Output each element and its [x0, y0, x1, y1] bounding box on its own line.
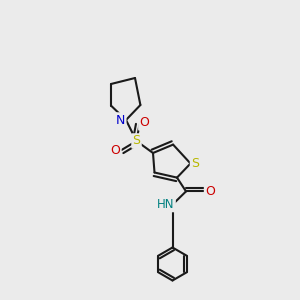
- Text: O: O: [205, 185, 215, 198]
- Text: O: O: [140, 116, 149, 130]
- Text: S: S: [191, 157, 199, 170]
- Text: HN: HN: [157, 198, 175, 211]
- Text: S: S: [133, 134, 140, 148]
- Text: N: N: [116, 113, 125, 127]
- Text: O: O: [111, 143, 120, 157]
